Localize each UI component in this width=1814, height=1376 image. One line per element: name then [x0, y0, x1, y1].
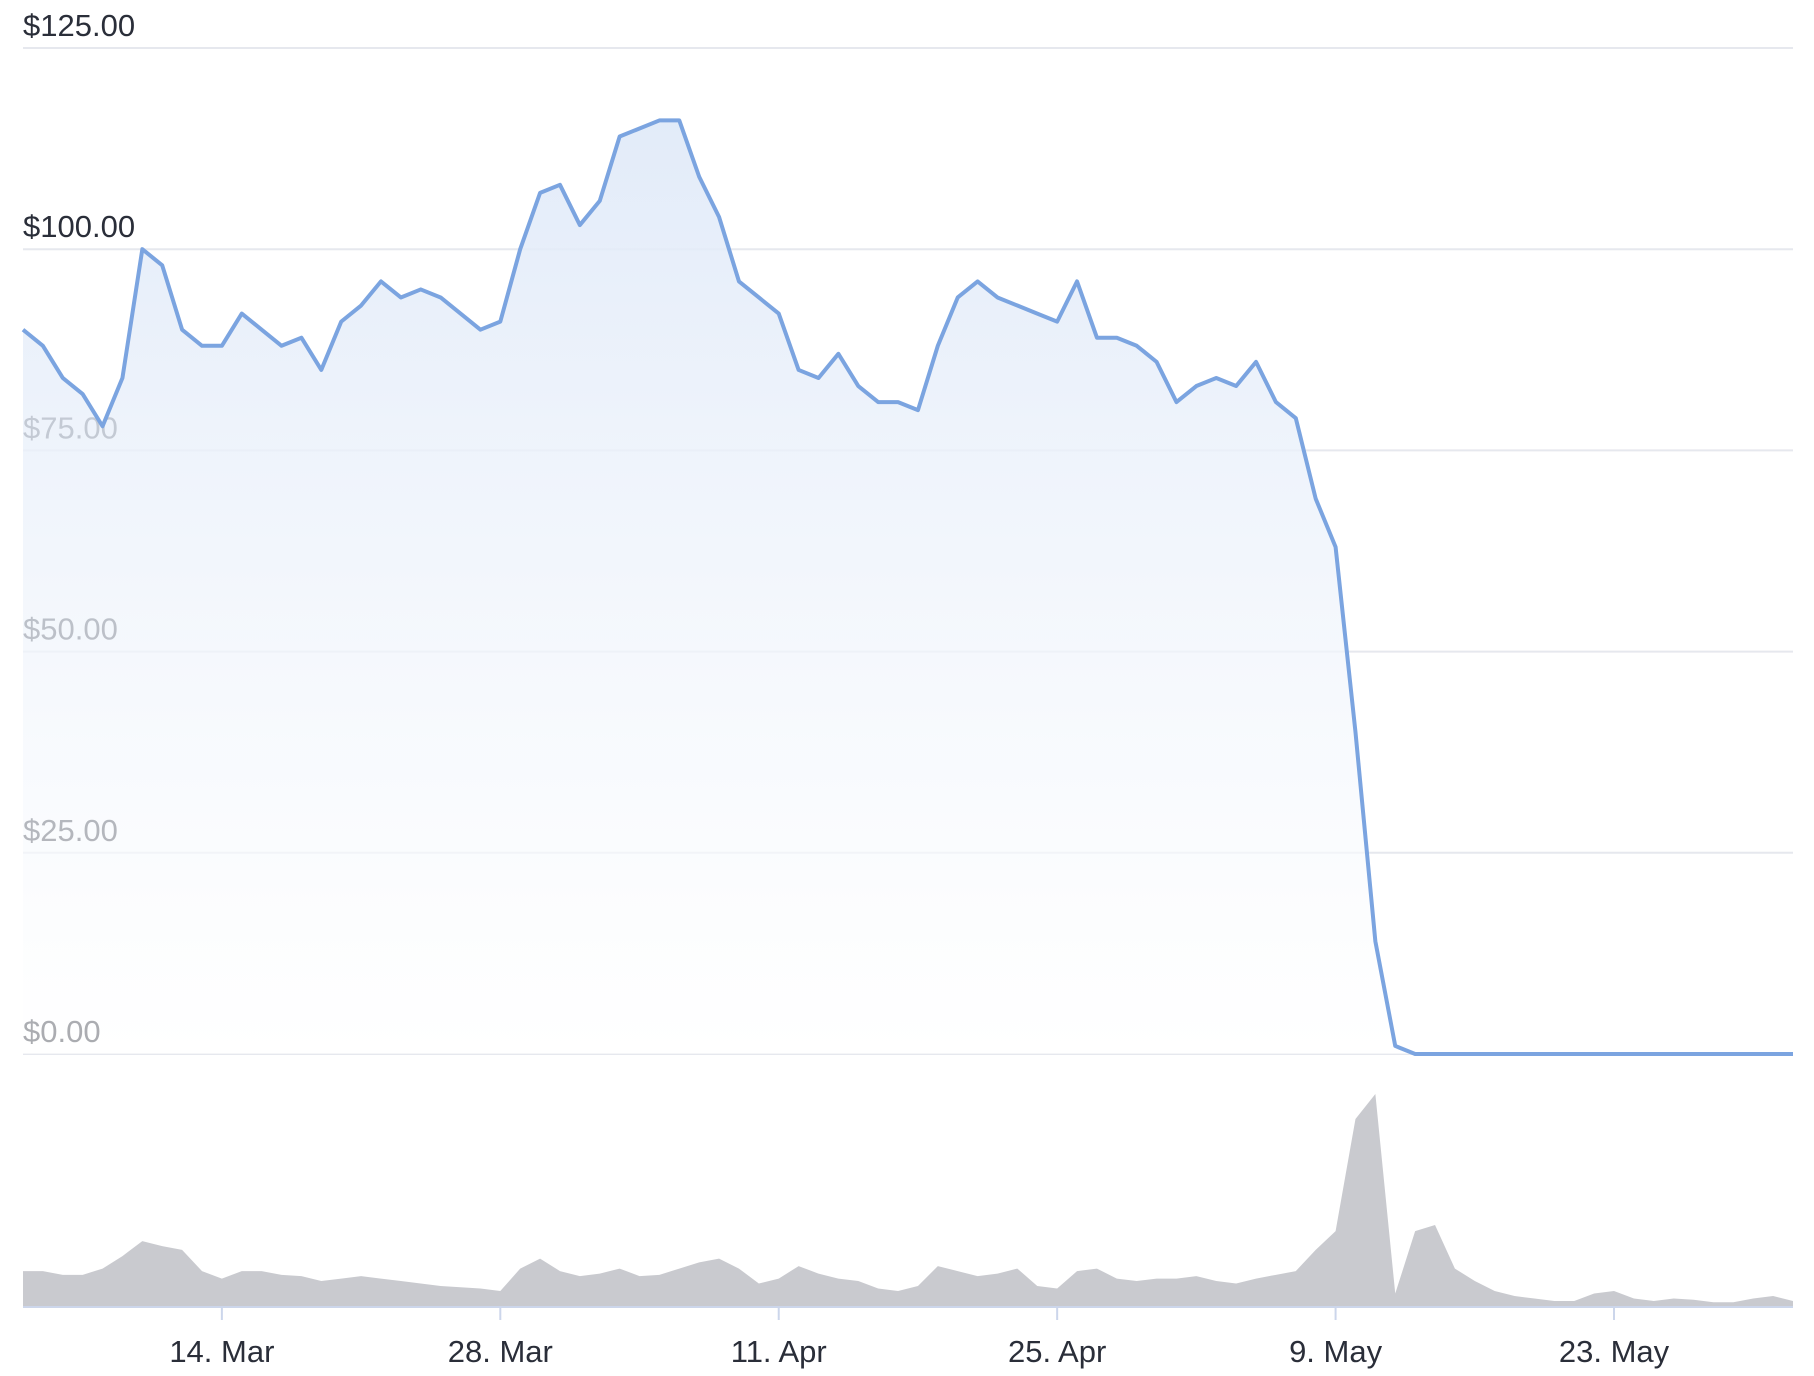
x-tick-label: 14. Mar [169, 1334, 274, 1369]
x-tick-label: 28. Mar [448, 1334, 553, 1369]
y-tick-label: $100.00 [23, 209, 135, 244]
x-tick-label: 23. May [1559, 1334, 1670, 1369]
x-tick-label: 9. May [1289, 1334, 1383, 1369]
volume-area [23, 1094, 1793, 1306]
price-area [23, 120, 1793, 1054]
price-line [21, 118, 1793, 1056]
x-tick-label: 25. Apr [1008, 1334, 1106, 1369]
y-tick-label: $125.00 [23, 8, 135, 43]
x-tick-label: 11. Apr [731, 1334, 827, 1369]
